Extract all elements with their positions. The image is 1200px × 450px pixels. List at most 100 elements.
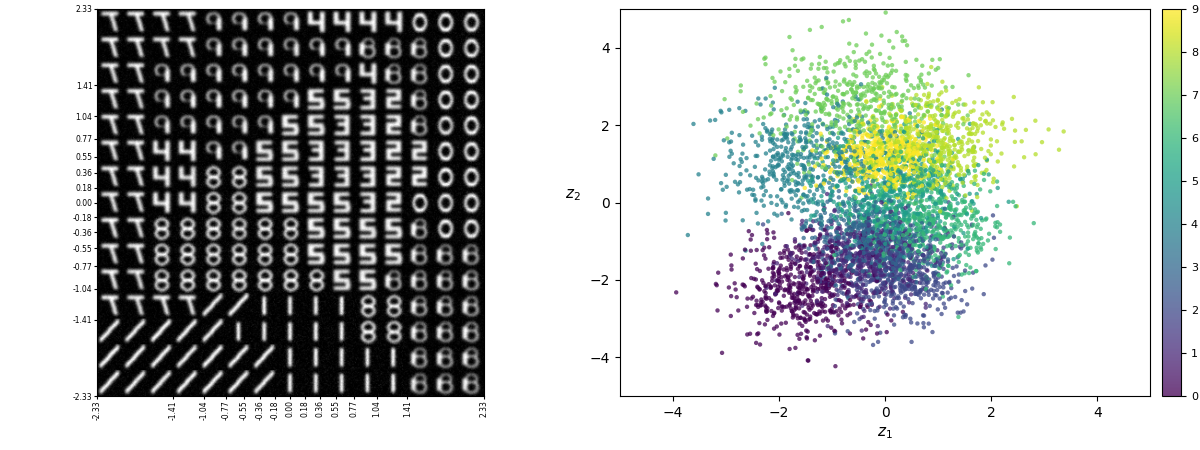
Point: [840, 207, 859, 214]
Point: [912, 264, 931, 271]
Point: [910, 242, 929, 249]
Point: [836, 155, 856, 162]
Point: [893, 258, 912, 265]
Point: [835, 91, 854, 98]
Point: [905, 165, 924, 172]
Point: [880, 137, 899, 144]
Point: [920, 132, 940, 139]
Point: [786, 302, 805, 309]
Point: [884, 198, 904, 205]
Point: [863, 276, 882, 283]
Point: [919, 158, 938, 165]
Point: [751, 302, 770, 309]
Point: [816, 58, 835, 65]
Point: [941, 135, 960, 142]
Point: [823, 93, 842, 100]
Point: [862, 134, 881, 141]
Point: [884, 274, 904, 281]
Point: [838, 240, 857, 247]
Point: [823, 188, 842, 195]
Point: [868, 307, 887, 314]
Point: [851, 146, 870, 153]
Point: [768, 151, 787, 158]
Point: [841, 86, 860, 93]
Point: [949, 278, 968, 285]
Point: [946, 141, 965, 149]
Point: [842, 223, 862, 230]
Point: [877, 228, 896, 235]
Point: [822, 166, 841, 173]
Point: [844, 178, 863, 185]
Point: [820, 163, 839, 171]
Point: [959, 147, 978, 154]
Point: [836, 255, 856, 262]
Point: [751, 302, 770, 309]
Point: [886, 212, 905, 219]
Point: [875, 99, 894, 107]
Point: [892, 252, 911, 260]
Point: [890, 144, 910, 151]
Point: [830, 270, 850, 277]
Point: [911, 197, 930, 204]
Point: [817, 223, 836, 230]
Point: [952, 138, 971, 145]
Point: [883, 277, 902, 284]
Point: [900, 276, 919, 283]
Point: [858, 139, 877, 146]
Point: [803, 84, 822, 91]
Point: [890, 158, 910, 166]
Point: [887, 144, 906, 151]
Point: [809, 265, 828, 272]
Point: [924, 243, 943, 250]
Point: [814, 158, 833, 165]
Point: [889, 166, 908, 174]
Point: [924, 295, 943, 302]
Point: [767, 323, 786, 330]
Point: [926, 177, 946, 184]
Point: [857, 226, 876, 233]
Point: [904, 154, 923, 162]
Point: [917, 103, 936, 110]
Point: [829, 200, 848, 207]
Point: [938, 162, 958, 169]
Point: [940, 143, 959, 150]
Point: [752, 197, 772, 204]
Point: [856, 209, 875, 216]
Point: [870, 236, 889, 243]
Point: [847, 254, 866, 261]
Point: [952, 164, 971, 171]
Point: [834, 171, 853, 178]
Point: [713, 349, 732, 356]
Point: [787, 253, 806, 260]
Point: [852, 241, 871, 248]
Point: [823, 157, 842, 164]
Point: [811, 214, 830, 221]
Point: [901, 160, 920, 167]
Point: [707, 280, 726, 288]
Point: [889, 198, 908, 205]
Point: [888, 293, 907, 300]
Point: [776, 121, 796, 128]
Point: [959, 170, 978, 177]
Point: [804, 191, 823, 198]
Point: [850, 221, 869, 229]
Point: [871, 267, 890, 274]
Point: [820, 284, 839, 292]
Point: [943, 182, 962, 189]
Point: [761, 193, 780, 200]
Point: [781, 156, 800, 163]
Point: [906, 242, 925, 249]
Point: [888, 156, 907, 163]
Point: [864, 86, 883, 94]
Point: [852, 231, 871, 239]
Point: [844, 267, 863, 274]
Point: [830, 154, 850, 161]
Point: [851, 263, 870, 270]
Point: [872, 162, 892, 170]
Point: [908, 270, 928, 277]
Point: [872, 127, 892, 135]
Point: [906, 255, 925, 262]
Point: [952, 227, 971, 234]
Point: [875, 169, 894, 176]
Point: [893, 139, 912, 146]
